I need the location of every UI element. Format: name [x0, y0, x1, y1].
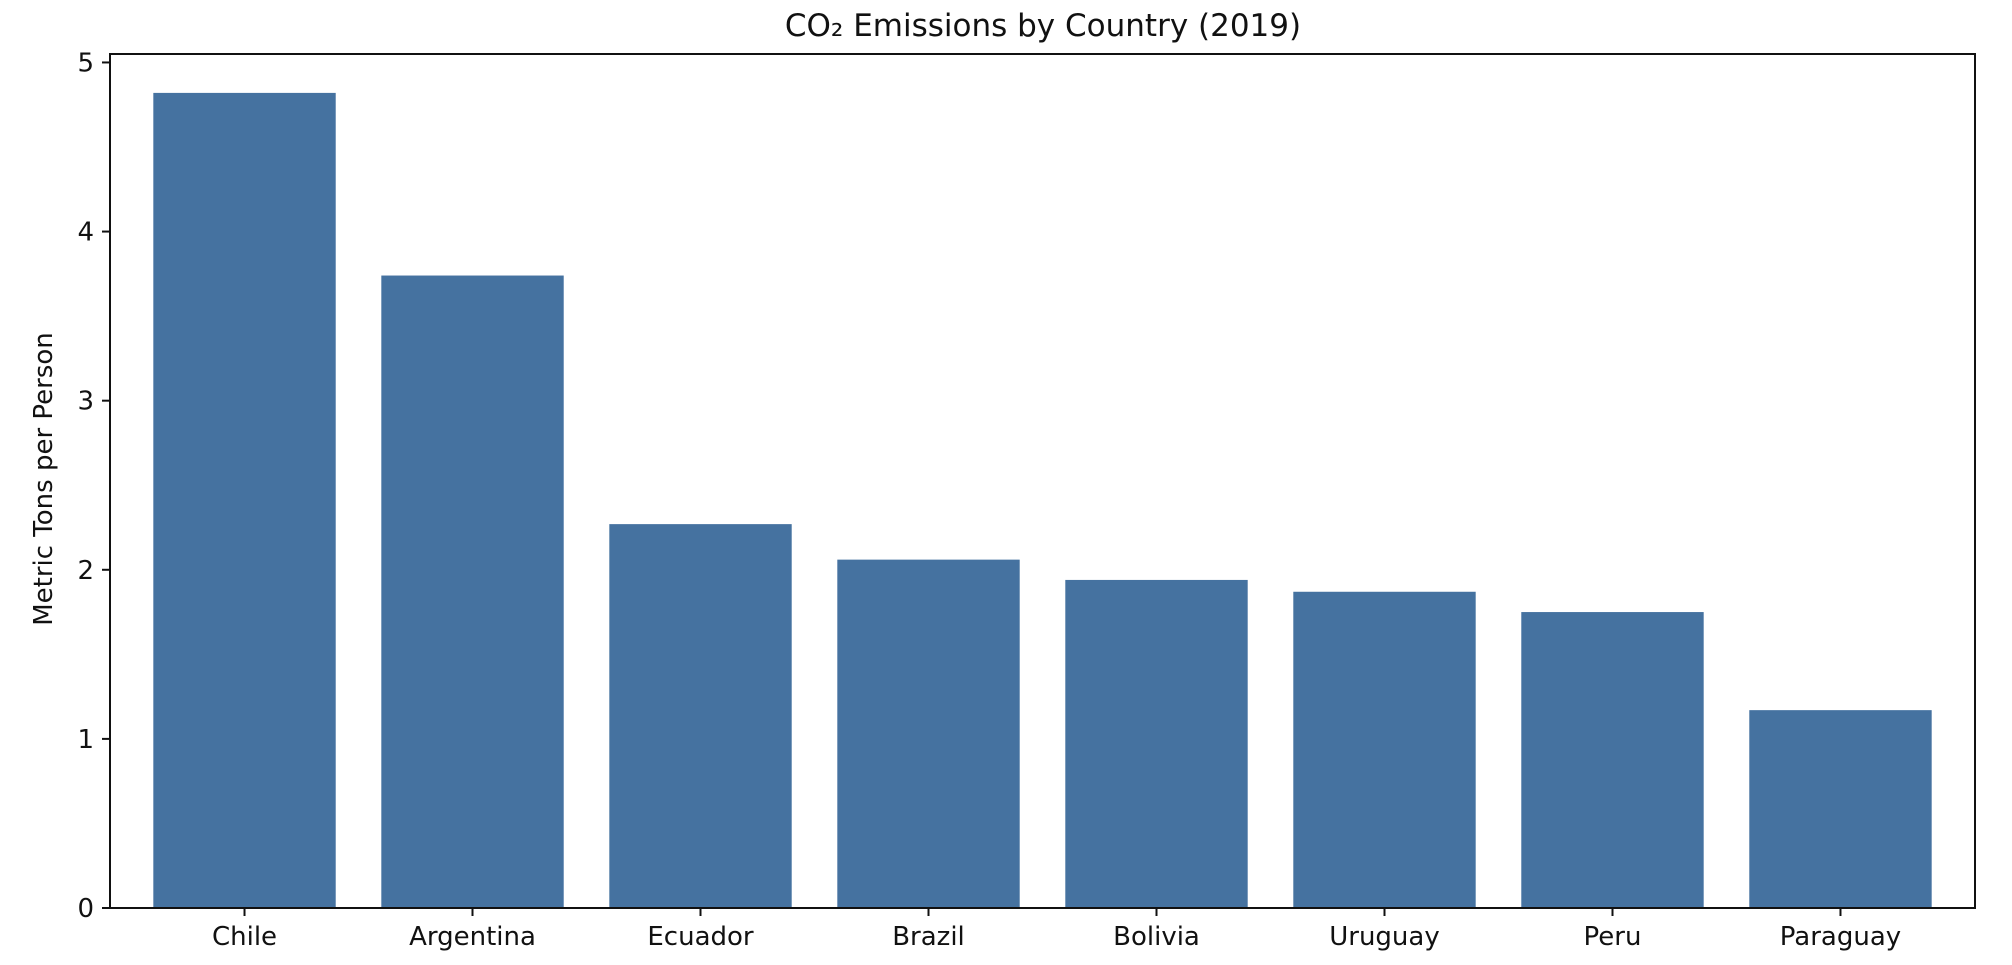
bar-peru	[1521, 612, 1704, 908]
bar-chile	[153, 92, 336, 909]
x-tick-label: Uruguay	[1329, 922, 1440, 952]
y-tick-label: 2	[77, 556, 94, 586]
y-tick-label: 0	[77, 894, 94, 924]
x-tick-label: Chile	[212, 922, 277, 952]
y-axis-label: Metric Tons per Person	[29, 332, 59, 626]
x-tick-label: Argentina	[409, 922, 536, 952]
x-tick-label: Brazil	[892, 922, 965, 952]
x-axis: Chile Argentina Ecuador Brazil Bolivia Urugua…	[212, 908, 1901, 952]
x-tick-label: Bolivia	[1113, 922, 1200, 952]
x-tick-label: Paraguay	[1780, 922, 1901, 952]
y-tick-label: 1	[77, 725, 94, 755]
y-tick-label: 4	[77, 218, 94, 248]
chart-title: CO₂ Emissions by Country (2019)	[785, 8, 1301, 44]
bar-brazil	[837, 559, 1020, 908]
x-tick-label: Peru	[1584, 922, 1642, 952]
x-tick-label: Ecuador	[647, 922, 754, 952]
bar-paraguay	[1749, 710, 1932, 908]
bar-ecuador	[609, 524, 792, 908]
bar-uruguay	[1293, 591, 1476, 908]
bar-argentina	[381, 275, 564, 908]
bars-group	[153, 92, 1932, 909]
bar-bolivia	[1065, 579, 1248, 908]
y-tick-label: 3	[77, 387, 94, 417]
plot-frame	[109, 53, 1976, 909]
y-axis: 0 1 2 3 4 5	[77, 48, 110, 924]
y-tick-label: 5	[77, 48, 94, 78]
